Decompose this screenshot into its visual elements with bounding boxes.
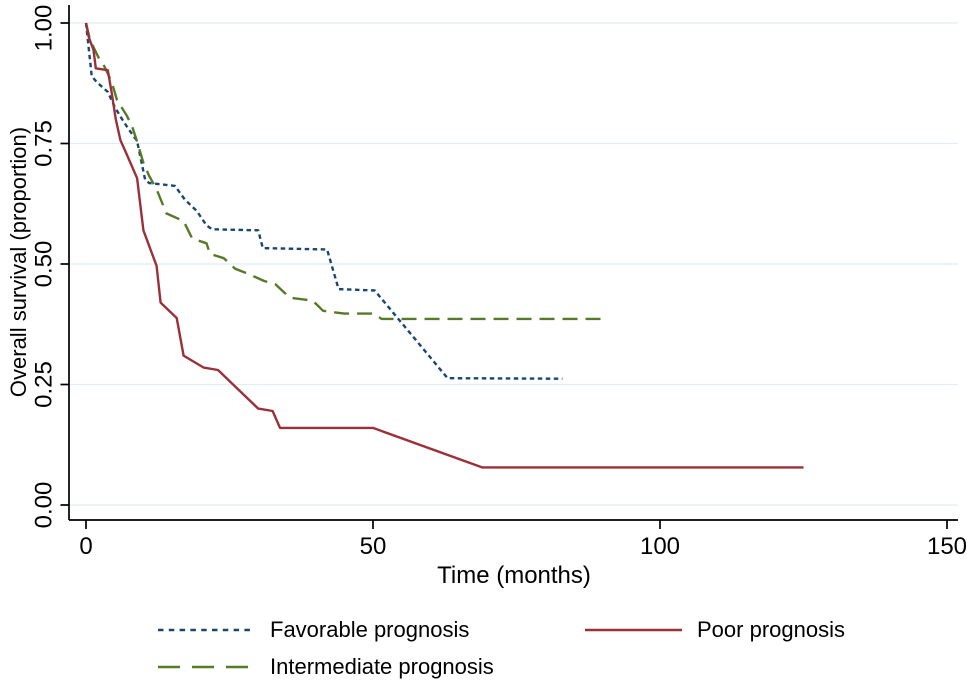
y-axis-title: Overall survival (proportion) xyxy=(6,126,31,398)
favorable-line-sample-icon xyxy=(158,628,255,632)
legend-item-intermediate: Intermediate prognosis xyxy=(158,655,494,679)
legend-label-poor: Poor prognosis xyxy=(697,617,845,642)
y-tick-label: 0.75 xyxy=(31,120,58,167)
legend-label-favorable: Favorable prognosis xyxy=(270,617,470,642)
x-tick-label: 50 xyxy=(360,533,387,560)
poor-line-sample-icon xyxy=(585,628,682,632)
series-intermediate-line xyxy=(84,22,609,321)
legend-label-intermediate: Intermediate prognosis xyxy=(270,654,494,679)
y-tick-label: 0.00 xyxy=(31,482,58,529)
x-tick-label: 150 xyxy=(927,533,967,560)
x-axis-title: Time (months) xyxy=(437,562,591,589)
x-tick-label: 0 xyxy=(79,533,92,560)
intermediate-line-sample-icon xyxy=(158,665,255,669)
y-tick-label: 0.25 xyxy=(31,361,58,408)
series-favorable-line xyxy=(84,22,563,380)
legend-item-favorable: Favorable prognosis xyxy=(158,618,469,642)
series-poor-line xyxy=(84,22,804,469)
y-tick-label: 1.00 xyxy=(31,5,58,52)
x-tick-label: 100 xyxy=(640,533,680,560)
y-tick-label: 0.50 xyxy=(31,241,58,288)
legend-item-poor: Poor prognosis xyxy=(585,618,845,642)
